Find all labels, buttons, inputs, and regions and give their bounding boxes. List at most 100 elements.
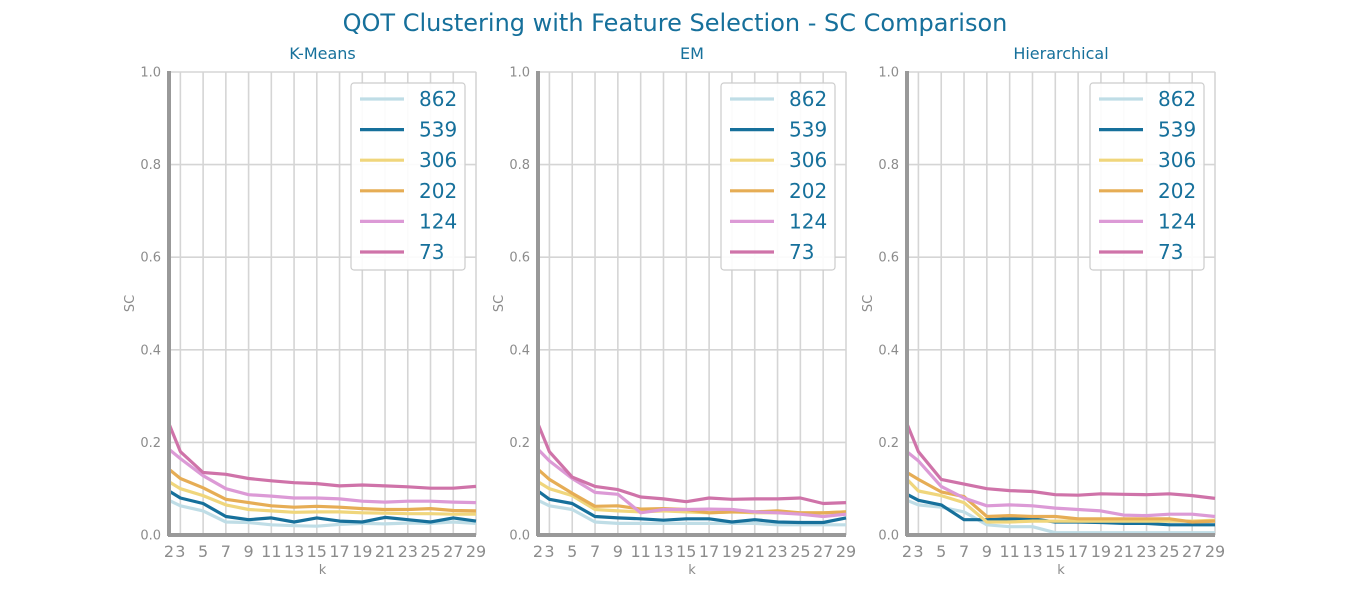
y-tick-label: 0.0 bbox=[509, 529, 530, 544]
x-tick-label: 29 bbox=[466, 542, 486, 561]
plot-panel-2: 0.00.20.40.60.81.02 3 5 7 9 11 13 15 17 19 21 23 25 2… bbox=[492, 44, 856, 578]
legend-label: 539 bbox=[789, 118, 827, 142]
x-tick-label: 11 bbox=[999, 542, 1019, 561]
legend: 862 539 306 202 124 73 bbox=[720, 82, 836, 271]
y-tick-label: 0.2 bbox=[140, 436, 161, 451]
x-tick-label: 19 bbox=[1091, 542, 1111, 561]
y-tick-label: 0.6 bbox=[878, 251, 899, 266]
series-line-862 bbox=[537, 498, 846, 527]
x-axis-label: k bbox=[1057, 563, 1065, 578]
x-tick-label: 13 bbox=[653, 542, 673, 561]
x-tick-label: 9 bbox=[613, 542, 623, 561]
legend-label: 862 bbox=[419, 87, 457, 111]
x-axis-label: k bbox=[319, 563, 327, 578]
x-tick-label: 25 bbox=[420, 542, 440, 561]
y-tick-label: 1.0 bbox=[509, 66, 530, 81]
x-tick-label: 7 bbox=[221, 542, 231, 561]
y-tick-label: 0.8 bbox=[140, 158, 161, 173]
legend-box bbox=[720, 82, 836, 271]
x-tick-label: 29 bbox=[1205, 542, 1225, 561]
x-tick-label: 17 bbox=[1068, 542, 1088, 561]
y-tick-label: 0.4 bbox=[878, 343, 899, 358]
x-tick-label: 2 bbox=[902, 542, 912, 561]
legend-label: 73 bbox=[1158, 240, 1183, 264]
x-tick-label: 15 bbox=[676, 542, 696, 561]
y-tick-label: 0.4 bbox=[509, 343, 530, 358]
x-tick-label: 19 bbox=[722, 542, 742, 561]
plot-panel-1: 0.00.20.40.60.81.02 3 5 7 9 11 13 15 17 19 21 23 25 2… bbox=[123, 44, 486, 578]
legend-label: 124 bbox=[789, 209, 827, 233]
legend: 862 539 306 202 124 73 bbox=[1089, 82, 1205, 271]
legend: 862 539 306 202 124 73 bbox=[350, 82, 466, 271]
x-tick-label: 15 bbox=[307, 542, 327, 561]
series-line-202 bbox=[906, 471, 1216, 524]
y-tick-label: 0.8 bbox=[878, 158, 899, 173]
legend-box bbox=[350, 82, 466, 271]
x-tick-label: 3 bbox=[913, 542, 923, 561]
x-tick-label: 23 bbox=[398, 542, 418, 561]
series-line-124 bbox=[905, 450, 1216, 519]
legend-label: 306 bbox=[419, 148, 457, 172]
plot-panel-3: 0.00.20.40.60.81.02 3 5 7 9 11 13 15 17 19 21 23 25 2… bbox=[861, 44, 1225, 578]
x-tick-label: 21 bbox=[1114, 542, 1134, 561]
series-line-73 bbox=[905, 423, 1216, 500]
legend-box bbox=[1089, 82, 1205, 271]
x-tick-label: 13 bbox=[1022, 542, 1042, 561]
legend-label: 202 bbox=[1158, 179, 1196, 203]
legend-label: 862 bbox=[789, 87, 827, 111]
x-tick-label: 23 bbox=[1136, 542, 1156, 561]
x-axis-label: k bbox=[688, 563, 696, 578]
x-tick-label: 17 bbox=[329, 542, 349, 561]
series-line-306 bbox=[168, 480, 476, 516]
y-tick-label: 0.4 bbox=[140, 343, 161, 358]
x-tick-label: 9 bbox=[982, 542, 992, 561]
legend-label: 73 bbox=[419, 240, 444, 264]
x-tick-label: 7 bbox=[590, 542, 600, 561]
y-tick-label: 1.0 bbox=[140, 66, 161, 81]
legend-label: 124 bbox=[419, 209, 457, 233]
x-tick-label: 7 bbox=[959, 542, 969, 561]
x-tick-label: 11 bbox=[630, 542, 650, 561]
panel-title: EM bbox=[680, 44, 704, 63]
x-tick-label: 25 bbox=[1159, 542, 1179, 561]
y-tick-label: 0.6 bbox=[140, 251, 161, 266]
legend-label: 539 bbox=[419, 118, 457, 142]
x-tick-label: 23 bbox=[767, 542, 787, 561]
y-tick-label: 0.6 bbox=[509, 251, 530, 266]
legend-label: 202 bbox=[419, 179, 457, 203]
series-line-539 bbox=[537, 489, 847, 525]
x-tick-label: 29 bbox=[836, 542, 856, 561]
panel-title: Hierarchical bbox=[1013, 44, 1108, 63]
series-line-73 bbox=[167, 423, 477, 490]
legend-label: 73 bbox=[789, 240, 814, 264]
x-tick-label: 11 bbox=[261, 542, 281, 561]
y-tick-label: 0.0 bbox=[140, 529, 161, 544]
legend-label: 862 bbox=[1158, 87, 1196, 111]
series-line-862 bbox=[168, 498, 477, 528]
panel-title: K-Means bbox=[289, 44, 356, 63]
y-tick-label: 1.0 bbox=[878, 66, 899, 81]
legend-label: 306 bbox=[1158, 148, 1196, 172]
figure-title: QOT Clustering with Feature Selection - … bbox=[343, 9, 1008, 37]
x-tick-label: 3 bbox=[544, 542, 554, 561]
x-tick-label: 27 bbox=[813, 542, 833, 561]
series-line-539 bbox=[168, 489, 477, 524]
x-tick-label: 21 bbox=[745, 542, 765, 561]
series-line-73 bbox=[536, 423, 847, 506]
x-tick-label: 5 bbox=[567, 542, 577, 561]
legend-label: 306 bbox=[789, 148, 827, 172]
x-tick-label: 27 bbox=[443, 542, 463, 561]
y-axis-label: SC bbox=[492, 295, 507, 312]
x-tick-label: 15 bbox=[1045, 542, 1065, 561]
y-tick-label: 0.0 bbox=[878, 529, 899, 544]
y-tick-label: 0.2 bbox=[509, 436, 530, 451]
y-tick-label: 0.8 bbox=[509, 158, 530, 173]
series-line-124 bbox=[167, 448, 477, 505]
x-tick-label: 5 bbox=[198, 542, 208, 561]
legend-label: 539 bbox=[1158, 118, 1196, 142]
x-tick-label: 27 bbox=[1182, 542, 1202, 561]
series-line-202 bbox=[167, 468, 477, 513]
x-tick-label: 5 bbox=[936, 542, 946, 561]
x-tick-label: 2 bbox=[533, 542, 543, 561]
